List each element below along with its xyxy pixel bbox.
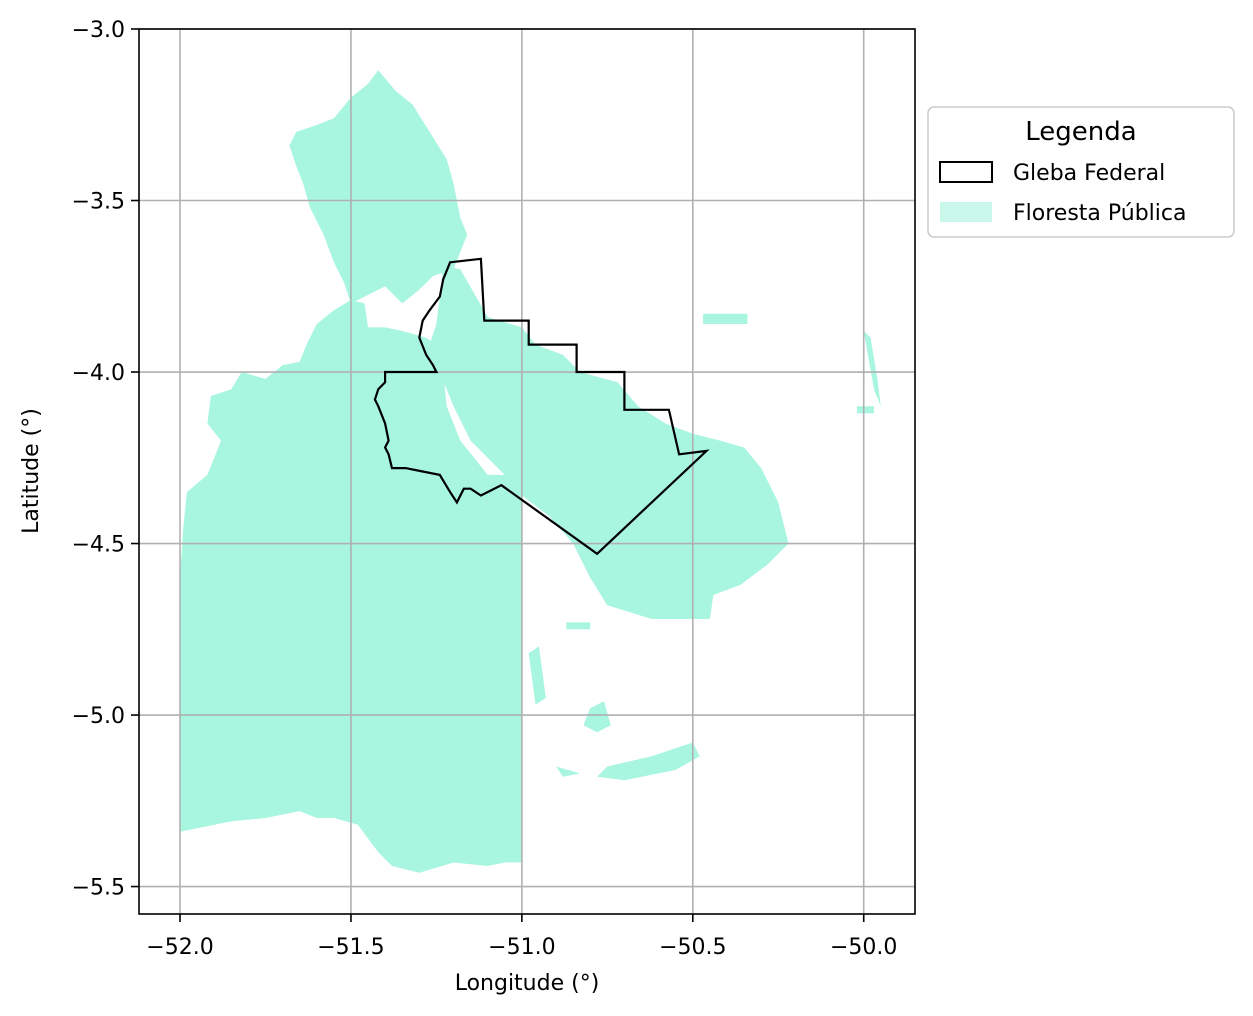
floresta-area-south-2 bbox=[597, 742, 700, 781]
floresta-area-east-1 bbox=[703, 313, 748, 324]
x-tick-label: −51.0 bbox=[488, 935, 555, 960]
gleba-federal-layer bbox=[373, 257, 710, 556]
floresta-area-east-2 bbox=[856, 406, 874, 414]
legend-gleba-swatch bbox=[939, 161, 993, 183]
floresta-area-south-3 bbox=[556, 766, 580, 777]
y-tick-label: −4.5 bbox=[72, 533, 125, 558]
y-tick-label: −3.5 bbox=[72, 190, 125, 215]
floresta-area-east-0 bbox=[863, 330, 881, 407]
floresta-area-south-4 bbox=[528, 646, 546, 705]
x-tick-label: −50.0 bbox=[830, 935, 897, 960]
legend-floresta-swatch bbox=[940, 202, 992, 222]
y-tick-label: −3.0 bbox=[72, 18, 125, 43]
legend-gleba-label: Gleba Federal bbox=[1013, 161, 1165, 186]
y-tick-label: −5.5 bbox=[72, 876, 125, 901]
x-tick-label: −52.0 bbox=[146, 935, 213, 960]
floresta-area-south-0 bbox=[566, 622, 591, 630]
y-axis-ticks: −3.0 −3.5 −4.0 −4.5 −5.0 −5.5 bbox=[72, 18, 139, 901]
y-axis-label: Latitude (°) bbox=[19, 408, 44, 534]
y-tick-label: −4.0 bbox=[72, 361, 125, 386]
plot-frame bbox=[138, 28, 916, 915]
legend-title: Legenda bbox=[1025, 117, 1136, 147]
gleba-federal-outline bbox=[373, 257, 710, 556]
x-axis-label: Longitude (°) bbox=[455, 971, 600, 996]
legend-box bbox=[927, 106, 1235, 238]
x-tick-label: −50.5 bbox=[659, 935, 726, 960]
legend: Legenda Gleba Federal Floresta Pública bbox=[927, 106, 1235, 238]
grid-lines bbox=[139, 28, 915, 914]
x-axis-ticks: −52.0 −51.5 −51.0 −50.5 −50.0 bbox=[146, 914, 897, 960]
floresta-area-central bbox=[426, 265, 789, 619]
floresta-area-north bbox=[289, 70, 468, 304]
x-tick-label: −51.5 bbox=[317, 935, 384, 960]
legend-floresta-label: Floresta Pública bbox=[1013, 201, 1186, 226]
y-tick-label: −5.0 bbox=[72, 704, 125, 729]
floresta-area-south-1 bbox=[583, 701, 611, 733]
